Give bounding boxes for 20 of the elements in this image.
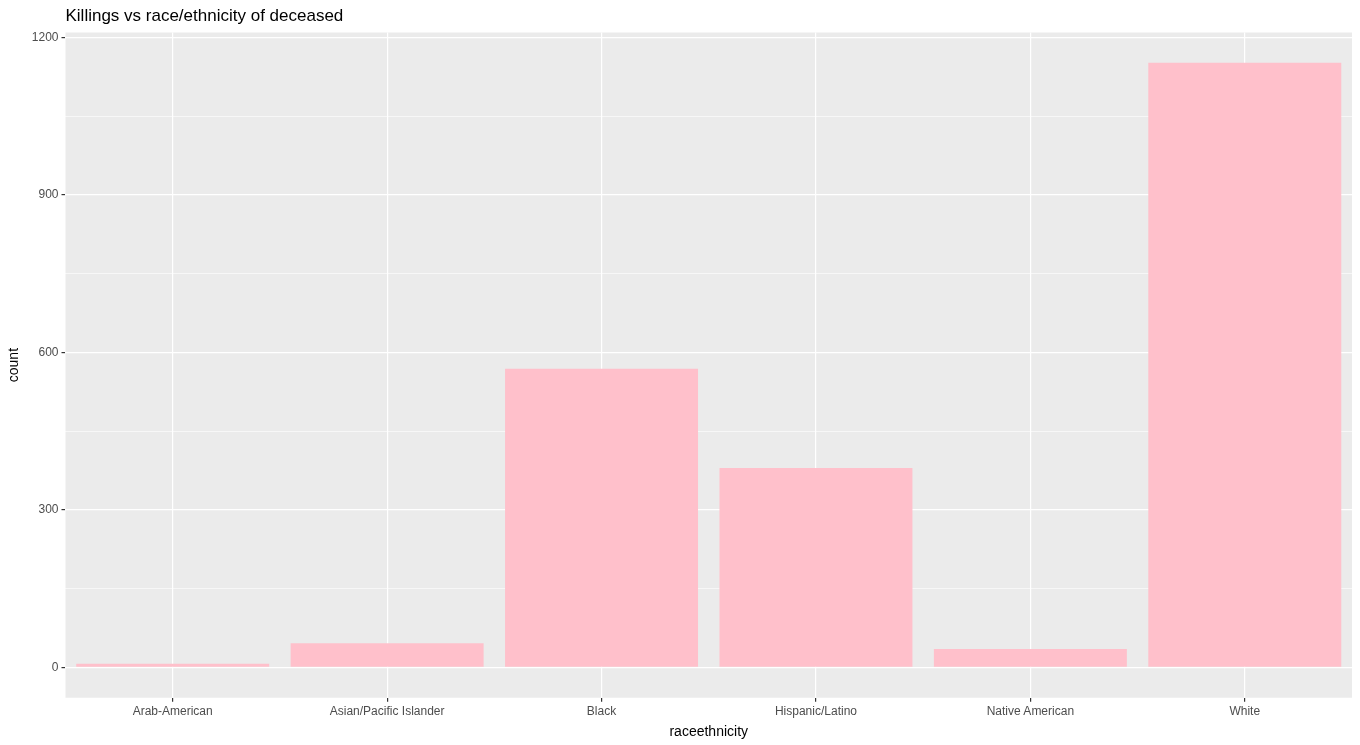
y-tick-label: 600 [38,344,59,359]
x-tick-label: Asian/Pacific Islander [329,704,445,719]
bar [290,643,484,667]
x-axis-title: raceethnicity [669,723,749,740]
y-tick-label: 300 [38,502,59,517]
bar [505,368,699,667]
bar [719,467,913,667]
y-tick-label: 1200 [31,29,59,44]
x-tick-label: Arab-American [132,704,213,719]
bar [1148,62,1342,667]
x-tick-label: White [1229,704,1261,719]
chart-title: Killings vs race/ethnicity of deceased [65,5,344,25]
y-axis-title: count [5,347,22,383]
x-tick-label: Black [586,704,618,719]
bar [933,649,1127,667]
x-tick-label: Native American [986,704,1075,719]
y-tick-label: 0 [51,659,59,674]
y-tick-label: 900 [38,187,59,202]
x-tick-label: Hispanic/Latino [774,704,858,719]
bar [76,663,270,667]
